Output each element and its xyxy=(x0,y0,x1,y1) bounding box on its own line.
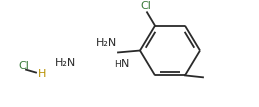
Text: H: H xyxy=(114,60,121,69)
Text: N: N xyxy=(121,59,130,69)
Text: H₂N: H₂N xyxy=(96,38,117,48)
Text: H₂N: H₂N xyxy=(55,58,76,68)
Text: H: H xyxy=(38,69,46,80)
Text: Cl: Cl xyxy=(141,1,152,11)
Text: Cl: Cl xyxy=(18,61,29,71)
